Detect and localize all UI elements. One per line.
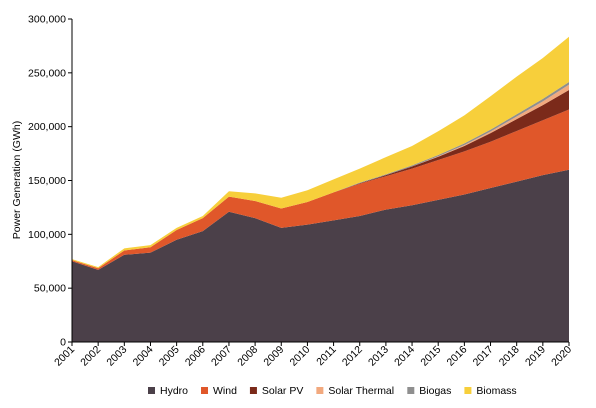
area-hydro (72, 169, 569, 342)
legend-swatch-biogas (407, 387, 415, 394)
x-tick-label: 2006 (183, 344, 208, 369)
legend-swatch-hydro (148, 387, 155, 394)
chart-legend: Hydro Wind Solar PV Solar Thermal Biogas Biom… (148, 385, 517, 397)
x-tick-label: 2008 (235, 344, 260, 369)
x-tick-label: 2018 (497, 344, 522, 369)
y-tick-label: 250,000 (28, 67, 66, 79)
x-tick-label: 2004 (131, 344, 156, 369)
legend-label-solar-thermal: Solar Thermal (328, 385, 394, 397)
x-tick-label: 2011 (314, 344, 339, 369)
legend-swatch-solar-thermal (316, 387, 324, 394)
y-tick-label: 50,000 (34, 283, 66, 295)
x-tick-label: 2005 (157, 344, 182, 369)
x-tick-label: 2003 (104, 344, 129, 369)
legend-swatch-wind (201, 387, 209, 394)
x-tick-label: 2009 (261, 344, 286, 369)
area-layers (72, 36, 569, 342)
legend-label-hydro: Hydro (160, 385, 188, 397)
y-axis-ticks: 0 50,000 100,000 150,000 200,000 250,000 300,0… (28, 14, 72, 349)
x-tick-label: 2007 (209, 344, 234, 369)
x-tick-label: 2016 (444, 344, 469, 369)
legend-label-solar-pv: Solar PV (262, 385, 303, 397)
x-tick-label: 2002 (78, 344, 103, 369)
x-tick-label: 2010 (288, 344, 313, 369)
area-wind (72, 109, 569, 270)
y-tick-label: 0 (60, 337, 66, 349)
legend-swatch-biomass (464, 387, 472, 394)
y-tick-label: 200,000 (28, 121, 66, 133)
x-tick-label: 2012 (340, 344, 365, 369)
legend-label-biomass: Biomass (476, 385, 516, 397)
y-tick-label: 300,000 (28, 14, 66, 26)
legend-label-wind: Wind (213, 385, 237, 397)
x-tick-label: 2017 (471, 344, 496, 369)
y-axis-title: Power Generation (GWh) (11, 121, 23, 239)
y-tick-label: 100,000 (28, 229, 66, 241)
x-tick-label: 2019 (523, 344, 548, 369)
y-tick-label: 150,000 (28, 175, 66, 187)
x-tick-label: 2020 (549, 344, 574, 369)
x-tick-label: 2001 (52, 344, 77, 369)
legend-swatch-solar-pv (249, 387, 257, 394)
x-tick-label: 2015 (418, 344, 443, 369)
x-tick-label: 2014 (392, 344, 417, 369)
x-tick-label: 2013 (366, 344, 391, 369)
legend-label-biogas: Biogas (419, 385, 451, 397)
x-axis-ticks: 2001 2002 2003 2004 2005 2006 2007 2008 2009 2010… (52, 342, 574, 369)
